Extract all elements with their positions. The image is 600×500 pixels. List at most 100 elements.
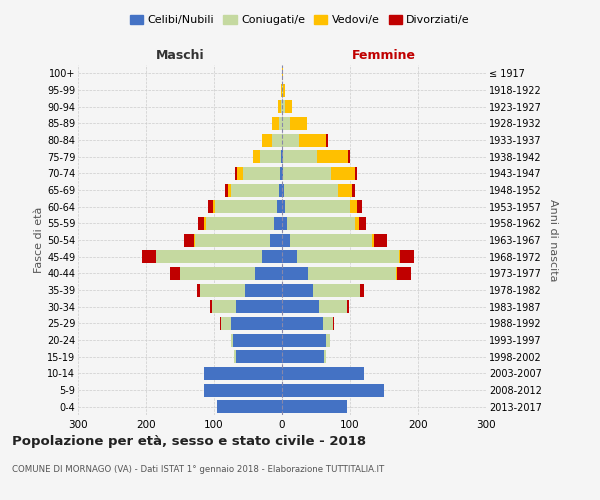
Bar bbox=[374, 234, 387, 246]
Bar bbox=[283, 84, 286, 96]
Bar bbox=[212, 300, 236, 313]
Bar bbox=[272, 117, 278, 130]
Bar bbox=[338, 184, 352, 196]
Bar bbox=[270, 234, 282, 246]
Bar bbox=[282, 250, 297, 263]
Bar bbox=[180, 267, 255, 280]
Bar bbox=[233, 334, 282, 346]
Bar bbox=[308, 267, 396, 280]
Bar bbox=[278, 100, 281, 113]
Bar bbox=[286, 100, 292, 113]
Bar bbox=[281, 150, 282, 163]
Bar bbox=[170, 267, 180, 280]
Bar bbox=[357, 200, 362, 213]
Bar bbox=[282, 350, 324, 363]
Bar bbox=[350, 200, 357, 213]
Bar bbox=[299, 134, 326, 146]
Bar bbox=[333, 317, 334, 330]
Bar bbox=[282, 284, 313, 296]
Bar bbox=[225, 184, 227, 196]
Bar bbox=[274, 217, 282, 230]
Bar bbox=[399, 250, 400, 263]
Bar bbox=[355, 167, 358, 180]
Bar bbox=[236, 350, 282, 363]
Bar bbox=[235, 167, 237, 180]
Bar bbox=[197, 284, 200, 296]
Bar bbox=[204, 367, 282, 380]
Bar bbox=[280, 167, 282, 180]
Bar bbox=[237, 167, 242, 180]
Bar bbox=[355, 217, 359, 230]
Bar bbox=[281, 100, 282, 113]
Bar bbox=[278, 184, 282, 196]
Bar bbox=[282, 317, 323, 330]
Bar bbox=[287, 217, 355, 230]
Bar bbox=[282, 334, 326, 346]
Bar bbox=[204, 384, 282, 396]
Bar bbox=[400, 250, 414, 263]
Bar bbox=[282, 217, 287, 230]
Bar bbox=[142, 250, 155, 263]
Bar bbox=[272, 134, 282, 146]
Bar bbox=[282, 84, 283, 96]
Text: Maschi: Maschi bbox=[155, 48, 205, 62]
Bar bbox=[348, 150, 350, 163]
Bar bbox=[235, 350, 236, 363]
Bar bbox=[323, 317, 333, 330]
Bar bbox=[282, 400, 347, 413]
Bar bbox=[286, 200, 350, 213]
Bar bbox=[290, 117, 307, 130]
Bar bbox=[194, 234, 195, 246]
Bar bbox=[262, 134, 272, 146]
Bar bbox=[326, 134, 328, 146]
Bar bbox=[253, 150, 260, 163]
Bar bbox=[262, 250, 282, 263]
Bar bbox=[290, 234, 372, 246]
Bar bbox=[331, 167, 355, 180]
Bar bbox=[352, 184, 355, 196]
Bar bbox=[231, 334, 233, 346]
Text: Femmine: Femmine bbox=[352, 48, 416, 62]
Bar bbox=[278, 117, 282, 130]
Y-axis label: Anni di nascita: Anni di nascita bbox=[548, 198, 559, 281]
Legend: Celibi/Nubili, Coniugati/e, Vedovi/e, Divorziati/e: Celibi/Nubili, Coniugati/e, Vedovi/e, Di… bbox=[125, 10, 475, 30]
Bar bbox=[184, 234, 194, 246]
Bar bbox=[281, 84, 282, 96]
Bar bbox=[297, 250, 399, 263]
Bar bbox=[283, 150, 317, 163]
Text: COMUNE DI MORNAGO (VA) - Dati ISTAT 1° gennaio 2018 - Elaborazione TUTTITALIA.IT: COMUNE DI MORNAGO (VA) - Dati ISTAT 1° g… bbox=[12, 465, 384, 474]
Bar bbox=[313, 284, 360, 296]
Bar bbox=[282, 300, 319, 313]
Bar bbox=[221, 317, 231, 330]
Bar bbox=[359, 217, 365, 230]
Y-axis label: Fasce di età: Fasce di età bbox=[34, 207, 44, 273]
Bar bbox=[282, 200, 286, 213]
Bar bbox=[214, 200, 215, 213]
Bar bbox=[396, 267, 397, 280]
Bar bbox=[317, 150, 348, 163]
Bar bbox=[200, 284, 245, 296]
Bar bbox=[155, 250, 156, 263]
Bar bbox=[215, 200, 277, 213]
Bar bbox=[282, 384, 384, 396]
Bar bbox=[347, 300, 349, 313]
Bar bbox=[206, 217, 274, 230]
Bar bbox=[360, 284, 364, 296]
Bar bbox=[210, 300, 212, 313]
Bar bbox=[282, 100, 286, 113]
Bar bbox=[205, 217, 206, 230]
Bar bbox=[277, 200, 282, 213]
Bar bbox=[282, 167, 283, 180]
Bar bbox=[242, 167, 280, 180]
Bar bbox=[319, 300, 347, 313]
Bar bbox=[231, 184, 278, 196]
Bar bbox=[208, 200, 214, 213]
Bar bbox=[236, 300, 282, 313]
Bar bbox=[227, 184, 231, 196]
Text: Popolazione per età, sesso e stato civile - 2018: Popolazione per età, sesso e stato civil… bbox=[12, 435, 366, 448]
Bar bbox=[156, 250, 262, 263]
Bar bbox=[220, 317, 221, 330]
Bar bbox=[231, 317, 282, 330]
Bar bbox=[284, 184, 338, 196]
Bar bbox=[282, 367, 364, 380]
